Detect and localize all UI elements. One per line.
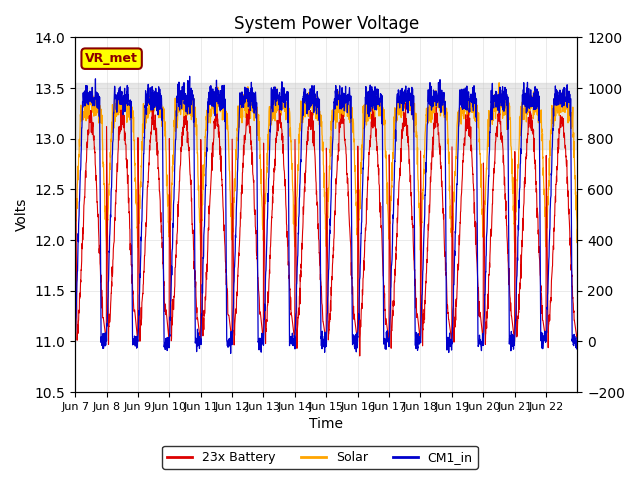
Text: VR_met: VR_met xyxy=(85,52,138,65)
Title: System Power Voltage: System Power Voltage xyxy=(234,15,419,33)
X-axis label: Time: Time xyxy=(309,418,343,432)
Y-axis label: Volts: Volts xyxy=(15,198,29,231)
Legend: 23x Battery, Solar, CM1_in: 23x Battery, Solar, CM1_in xyxy=(163,446,477,469)
Bar xyxy=(75,83,577,149)
